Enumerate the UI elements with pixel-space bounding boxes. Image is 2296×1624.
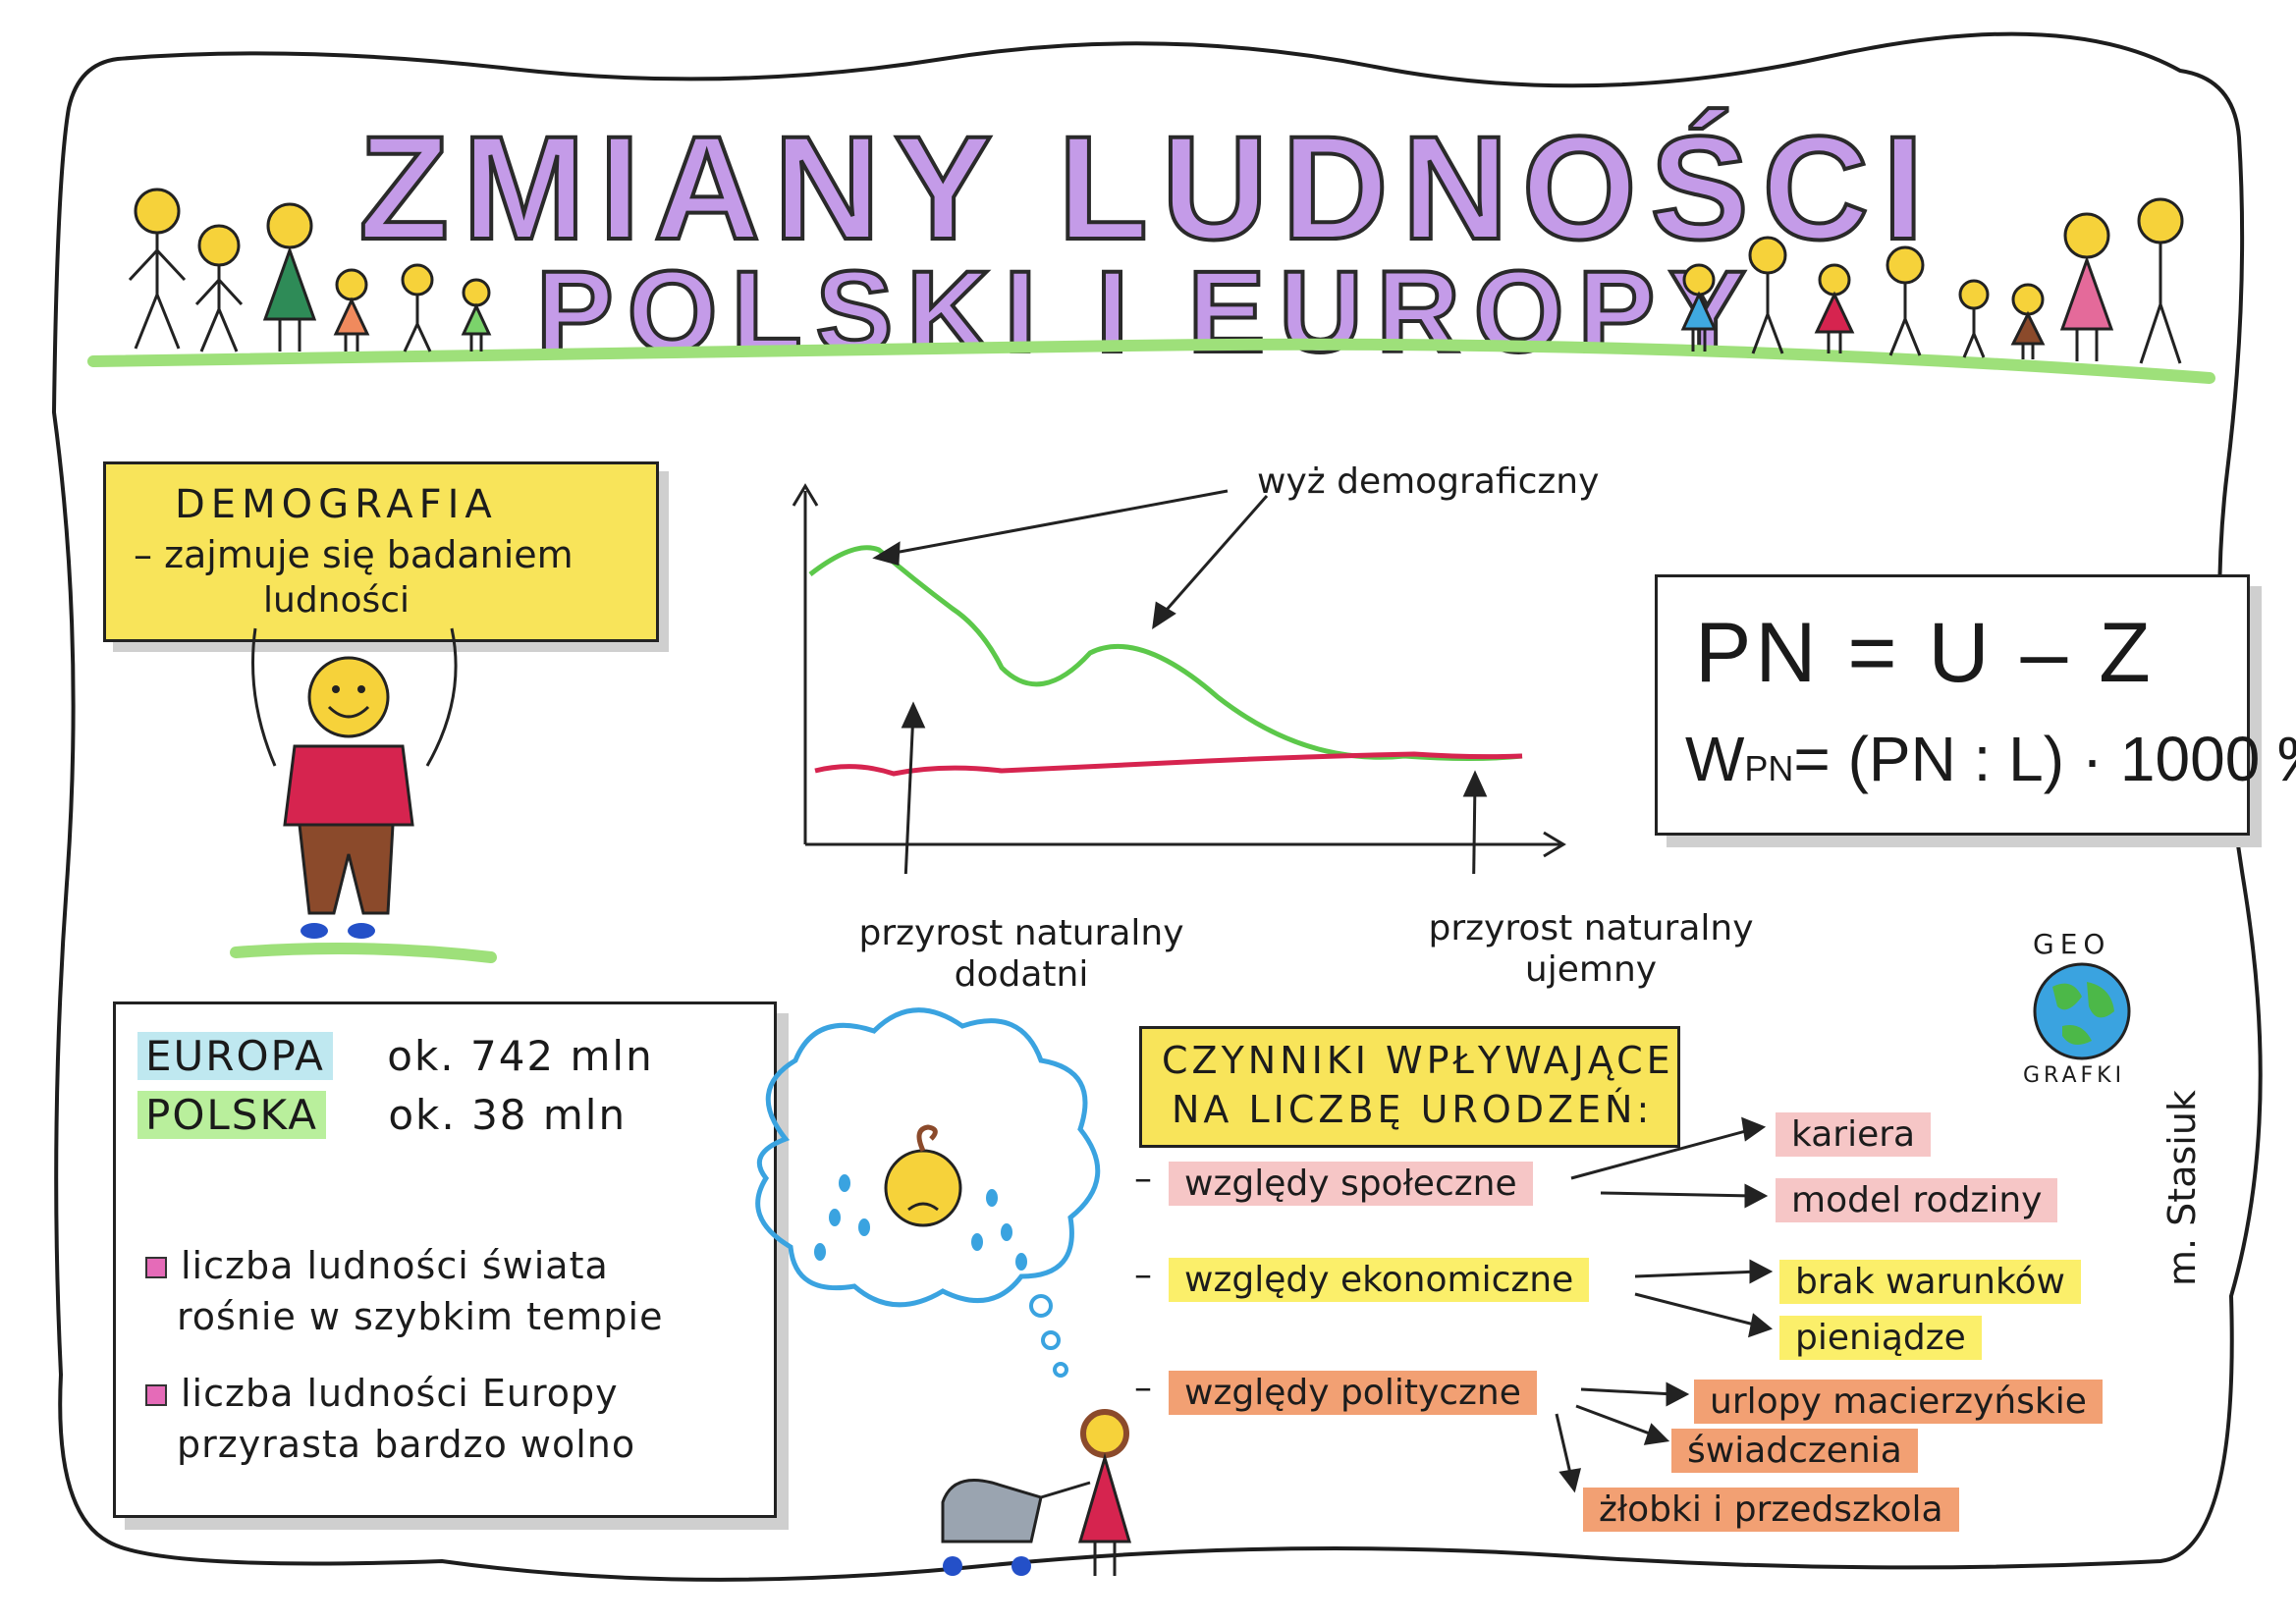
label-positive-growth: przyrost naturalny dodatni (858, 913, 1184, 995)
label-negative-growth: przyrost naturalny ujemny (1428, 908, 1754, 990)
family-illustration (87, 188, 2215, 384)
poland-row: POLSKA ok. 38 mln (137, 1091, 627, 1139)
europe-row: EUROPA ok. 742 mln (137, 1032, 654, 1080)
demografia-definition-2: ludności (263, 580, 410, 621)
factor-social: względy społeczne (1169, 1162, 1533, 1206)
bullet-europe-growth: liczba ludności Europy przyrasta bardzo … (145, 1368, 635, 1470)
label-baby-boom: wyż demograficzny (1257, 461, 1600, 502)
factors-heading-box: CZYNNIKI WPŁYWAJĄCE NA LICZBĘ URODZEŃ: (1139, 1026, 1680, 1148)
social-item-career: kariera (1776, 1112, 1932, 1157)
demografia-definition: – zajmuje się badaniem (134, 533, 574, 576)
political-item-benefits: świadczenia (1671, 1429, 1918, 1473)
arrow-positive (903, 711, 915, 874)
formula-box: PN = U – Z WPN= (PN : L) · 1000 ‰ (1655, 574, 2296, 836)
demografia-heading: DEMOGRAFIA (175, 482, 498, 527)
economic-item-conditions: brak warunków (1779, 1260, 2081, 1304)
factors-heading-2: NA LICZBĘ URODZEŃ: (1172, 1088, 1654, 1131)
factor-political: względy polityczne (1169, 1371, 1537, 1415)
social-item-family-model: model rodziny (1776, 1178, 2058, 1222)
political-item-nurseries: żłobki i przedszkola (1583, 1488, 1959, 1532)
title-line-1: ZMIANY LUDNOŚCI (356, 103, 1938, 272)
formula-natural-growth: PN = U – Z (1695, 606, 2155, 700)
arrow-peak-1 (883, 489, 1229, 557)
bullet-world-growth: liczba ludności świata rośnie w szybkim … (145, 1240, 663, 1342)
demographic-chart (792, 483, 1566, 874)
deaths-line (814, 751, 1523, 777)
formula-growth-rate: WPN= (PN : L) · 1000 ‰ (1685, 724, 2296, 794)
demografia-box: DEMOGRAFIA – zajmuje się badaniem ludnoś… (103, 461, 659, 642)
political-item-maternity-leave: urlopy macierzyńskie (1694, 1380, 2103, 1424)
globe-icon (2033, 962, 2131, 1060)
factors-heading-1: CZYNNIKI WPŁYWAJĄCE (1162, 1039, 1674, 1082)
economic-item-money: pieniądze (1779, 1316, 1982, 1360)
geo-grafki-logo: GEO GRAFKI (2013, 928, 2151, 1088)
arrow-negative (1472, 780, 1477, 874)
thought-illustration (755, 1007, 1132, 1576)
arrow-peak-2 (1157, 495, 1269, 620)
population-box: EUROPA ok. 742 mln POLSKA ok. 38 mln lic… (113, 1001, 777, 1518)
factor-economic: względy ekonomiczne (1169, 1258, 1590, 1302)
child-figure (230, 627, 497, 963)
signature: m. Stasiuk (2160, 1090, 2204, 1286)
